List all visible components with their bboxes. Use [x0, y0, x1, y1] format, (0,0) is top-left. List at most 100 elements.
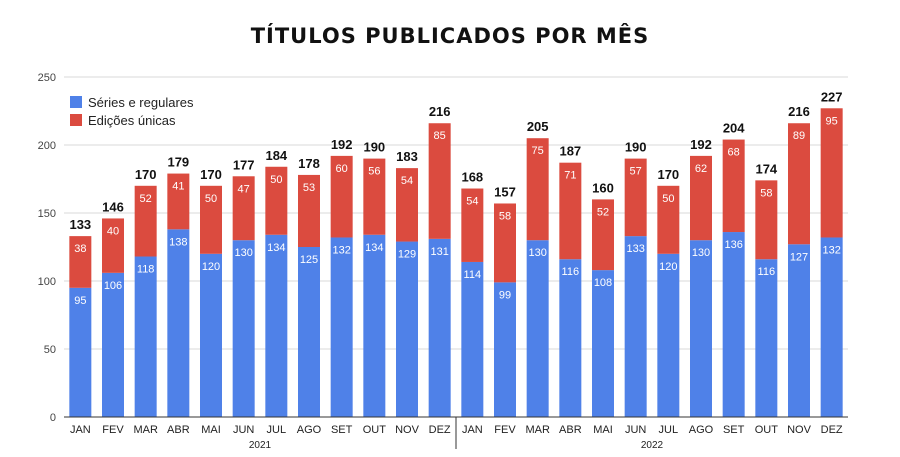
- x-tick-label: SET: [723, 424, 745, 436]
- data-label-edicoes-unicas: 60: [336, 163, 348, 175]
- data-label-series-regulares: 114: [464, 269, 482, 281]
- x-tick-label: SET: [331, 424, 353, 436]
- bar-segment-series-regulares: [592, 270, 614, 417]
- data-label-edicoes-unicas: 41: [172, 181, 184, 193]
- bar-segment-series-regulares: [657, 253, 680, 417]
- data-label-series-regulares: 108: [594, 277, 612, 289]
- data-label-edicoes-unicas: 75: [532, 145, 544, 157]
- data-label-series-regulares: 106: [104, 280, 122, 292]
- total-label: 183: [396, 149, 418, 164]
- bar-segment-edicoes-unicas: [330, 155, 353, 238]
- x-tick-label: NOV: [395, 424, 420, 436]
- x-tick-label: JAN: [462, 424, 483, 436]
- legend-swatch-series-regulares: [70, 96, 82, 108]
- x-tick-label: OUT: [363, 424, 387, 436]
- data-label-series-regulares: 134: [267, 242, 285, 254]
- bar-segment-series-regulares: [265, 234, 288, 417]
- bar-segment-series-regulares: [428, 238, 451, 417]
- total-label: 133: [69, 217, 91, 232]
- data-label-series-regulares: 127: [790, 251, 808, 263]
- x-tick-label: MAR: [525, 424, 550, 436]
- bar-segment-series-regulares: [200, 253, 222, 417]
- bar-segment-series-regulares: [298, 247, 320, 417]
- bar-segment-series-regulares: [330, 237, 353, 417]
- total-label: 170: [657, 167, 679, 182]
- bar-segment-edicoes-unicas: [396, 168, 418, 242]
- bar-segment-edicoes-unicas: [559, 162, 582, 260]
- bar-segment-series-regulares: [134, 256, 157, 417]
- x-tick-label: MAI: [201, 424, 221, 436]
- x-group-label: 2021: [249, 440, 272, 451]
- x-tick-label: ABR: [559, 424, 582, 436]
- x-tick-label: AGO: [689, 424, 714, 436]
- x-tick-label: MAI: [593, 424, 613, 436]
- data-label-series-regulares: 132: [332, 244, 350, 256]
- bar-segment-edicoes-unicas: [428, 123, 451, 239]
- data-label-series-regulares: 116: [758, 266, 776, 278]
- data-label-edicoes-unicas: 52: [597, 206, 609, 218]
- total-label: 184: [265, 148, 287, 163]
- total-label: 227: [821, 89, 843, 104]
- data-label-edicoes-unicas: 53: [303, 182, 315, 194]
- bar-segment-series-regulares: [755, 259, 778, 417]
- data-label-series-regulares: 130: [528, 247, 546, 259]
- bar-segment-series-regulares: [559, 259, 582, 417]
- bar-segment-edicoes-unicas: [265, 166, 288, 235]
- data-label-series-regulares: 131: [430, 246, 448, 258]
- bar-segment-edicoes-unicas: [494, 203, 516, 283]
- bar-segment-edicoes-unicas: [461, 188, 484, 262]
- bar-segment-edicoes-unicas: [690, 155, 712, 241]
- y-tick-label: 200: [38, 140, 56, 152]
- total-label: 146: [102, 199, 124, 214]
- data-label-series-regulares: 130: [692, 247, 710, 259]
- bar-segment-edicoes-unicas: [232, 176, 255, 241]
- data-label-edicoes-unicas: 56: [368, 166, 380, 178]
- total-label: 205: [527, 119, 549, 134]
- data-label-edicoes-unicas: 38: [74, 243, 86, 255]
- bar-segment-edicoes-unicas: [298, 174, 320, 247]
- x-tick-label: JUL: [267, 424, 287, 436]
- data-label-series-regulares: 136: [724, 239, 742, 251]
- legend-label-edicoes-unicas: Edições únicas: [88, 112, 176, 128]
- y-tick-label: 100: [38, 276, 56, 288]
- bar-segment-series-regulares: [690, 240, 712, 417]
- bar-segment-series-regulares: [102, 272, 124, 417]
- data-label-series-regulares: 116: [562, 266, 580, 278]
- x-tick-label: ABR: [167, 424, 190, 436]
- total-label: 178: [298, 156, 320, 171]
- y-tick-label: 150: [38, 208, 56, 220]
- x-tick-label: AGO: [297, 424, 322, 436]
- data-label-series-regulares: 95: [74, 295, 86, 307]
- data-label-edicoes-unicas: 58: [760, 187, 772, 199]
- total-label: 187: [559, 144, 581, 159]
- bar-segment-series-regulares: [232, 240, 255, 417]
- data-label-edicoes-unicas: 62: [695, 163, 707, 175]
- bar-segment-edicoes-unicas: [102, 218, 124, 273]
- bar-segment-series-regulares: [624, 236, 647, 417]
- data-label-series-regulares: 125: [300, 254, 318, 266]
- total-label: 179: [167, 155, 189, 170]
- data-label-edicoes-unicas: 54: [466, 196, 478, 208]
- data-label-edicoes-unicas: 95: [826, 115, 838, 127]
- data-label-edicoes-unicas: 89: [793, 130, 805, 142]
- total-label: 177: [233, 157, 255, 172]
- data-label-edicoes-unicas: 50: [205, 193, 217, 205]
- data-label-edicoes-unicas: 68: [728, 147, 740, 159]
- total-label: 190: [363, 140, 385, 155]
- bar-segment-edicoes-unicas: [624, 158, 647, 237]
- data-label-series-regulares: 133: [626, 243, 644, 255]
- data-label-edicoes-unicas: 57: [630, 166, 642, 178]
- legend-swatch-edicoes-unicas: [70, 114, 82, 126]
- data-label-edicoes-unicas: 71: [564, 170, 576, 182]
- bar-segment-series-regulares: [820, 237, 843, 417]
- data-label-edicoes-unicas: 58: [499, 210, 511, 222]
- total-label: 192: [690, 137, 712, 152]
- total-label: 160: [592, 180, 614, 195]
- data-label-series-regulares: 118: [137, 264, 155, 276]
- data-label-edicoes-unicas: 47: [238, 183, 250, 195]
- total-label: 170: [200, 167, 222, 182]
- bar-segment-edicoes-unicas: [788, 123, 810, 245]
- bar-segment-series-regulares: [494, 282, 516, 417]
- data-label-series-regulares: 138: [169, 236, 187, 248]
- x-group-label: 2022: [641, 440, 664, 451]
